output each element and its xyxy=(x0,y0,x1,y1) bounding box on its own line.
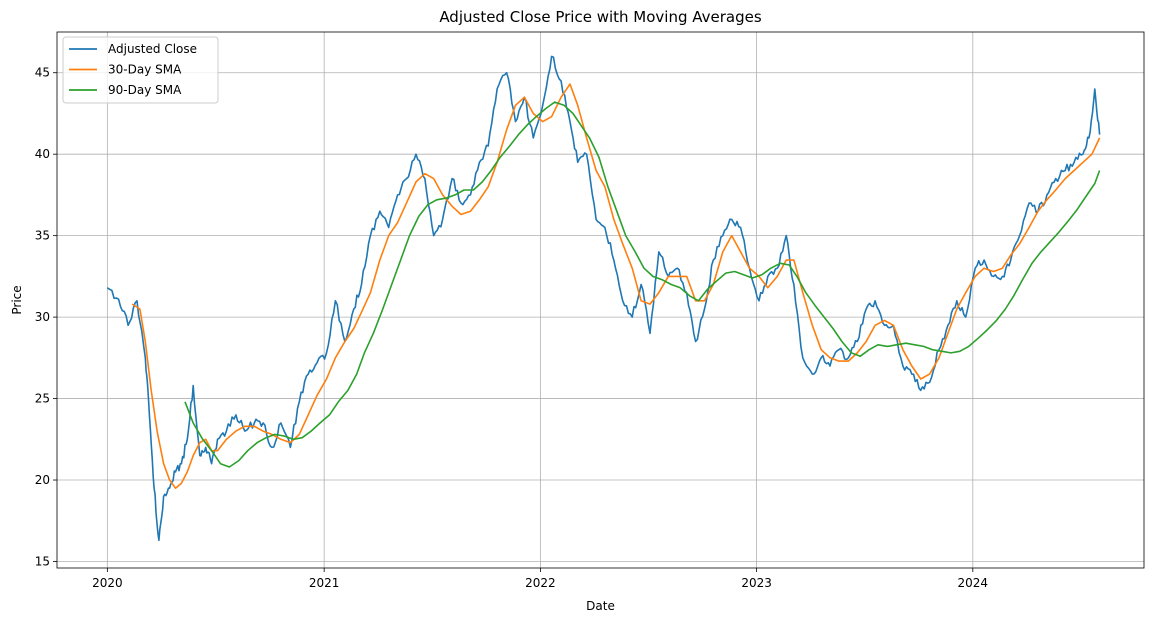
legend-label-2: 30-Day SMA xyxy=(108,63,182,77)
legend-label-1: Adjusted Close xyxy=(108,42,197,56)
y-tick-label: 20 xyxy=(35,473,50,487)
y-tick-label: 25 xyxy=(35,392,50,406)
y-tick-label: 35 xyxy=(35,229,50,243)
series-line-3 xyxy=(184,101,1101,468)
series-line-2 xyxy=(131,83,1101,489)
y-tick-label: 15 xyxy=(35,554,50,568)
legend-box xyxy=(62,36,219,104)
x-tick-label: 2024 xyxy=(958,576,989,590)
x-tick-label: 2020 xyxy=(92,576,123,590)
y-tick-label: 45 xyxy=(35,66,50,80)
x-axis-ticks: 2020 2021 2022 2023 2024 xyxy=(92,568,988,590)
legend-label-3: 90-Day SMA xyxy=(108,83,182,97)
y-tick-label: 40 xyxy=(35,147,50,161)
axes-frame xyxy=(56,31,1145,569)
series-group xyxy=(106,55,1101,542)
x-tick-label: 2023 xyxy=(741,576,772,590)
x-axis-label: Date xyxy=(586,599,615,613)
grid-lines xyxy=(57,32,1144,568)
y-axis-label: Price xyxy=(10,285,24,314)
chart-title: Adjusted Close Price with Moving Average… xyxy=(439,8,762,26)
x-tick-label: 2021 xyxy=(309,576,340,590)
legend: Adjusted Close 30-Day SMA 90-Day SMA xyxy=(62,36,219,104)
y-axis-ticks: 15 20 25 30 35 40 45 xyxy=(35,66,57,568)
x-tick-label: 2022 xyxy=(525,576,556,590)
y-tick-label: 30 xyxy=(35,310,50,324)
series-line-1 xyxy=(106,55,1101,542)
